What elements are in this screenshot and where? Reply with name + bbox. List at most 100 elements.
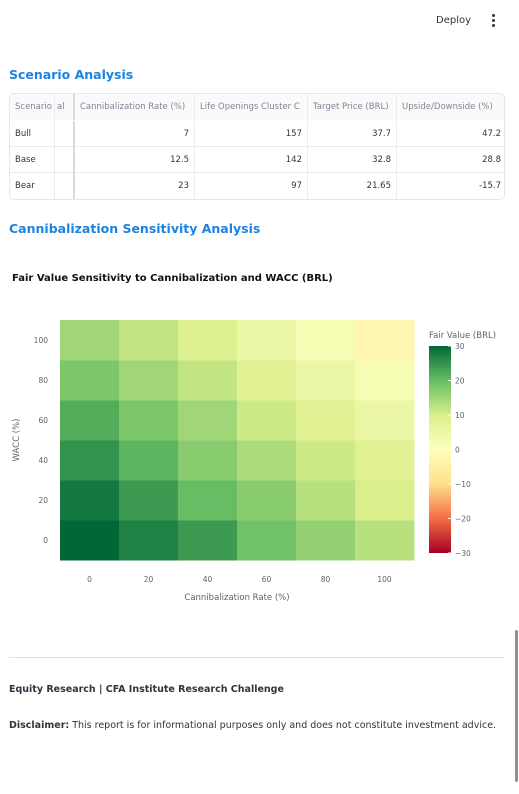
cannibalization-cell: 7: [75, 121, 195, 147]
heatmap-cell[interactable]: [60, 520, 120, 561]
scenario-cell: Bear: [10, 173, 55, 199]
openings-cell: 142: [195, 147, 308, 173]
x-tick-label: 40: [203, 575, 213, 584]
x-tick-label: 80: [321, 575, 331, 584]
heatmap-cell[interactable]: [119, 480, 179, 521]
chart-title: Fair Value Sensitivity to Cannibalizatio…: [12, 273, 333, 284]
top-bar: Deploy: [0, 0, 519, 46]
heatmap-cell[interactable]: [296, 520, 356, 561]
openings-cell: 97: [195, 173, 308, 199]
heatmap-cell[interactable]: [355, 480, 415, 521]
col-header-target-price[interactable]: Target Price (BRL): [308, 94, 397, 120]
more-vertical-icon[interactable]: [489, 14, 497, 28]
y-tick-label: 40: [38, 456, 48, 465]
cannibalization-cell: 12.5: [75, 147, 195, 173]
heatmap-cell[interactable]: [178, 360, 238, 401]
divider: [9, 657, 505, 658]
heatmap-cell[interactable]: [119, 320, 179, 361]
heatmap-cell[interactable]: [60, 360, 120, 401]
heatmap-cell[interactable]: [178, 400, 238, 441]
heatmap-cell[interactable]: [355, 520, 415, 561]
upside-cell: 28.8: [482, 155, 501, 165]
heatmap-cell[interactable]: [119, 360, 179, 401]
x-tick-label: 20: [144, 575, 154, 584]
table-row[interactable]: Bear 23 97 21.65 -15.7: [10, 173, 504, 199]
table-row[interactable]: Bull 7 157 37.7 47.2: [10, 121, 504, 147]
scenario-analysis-heading: Scenario Analysis: [9, 67, 134, 82]
heatmap-cell[interactable]: [119, 520, 179, 561]
x-axis-label: Cannibalization Rate (%): [184, 593, 289, 603]
heatmap-chart[interactable]: 0 20 40 60 80 100020406080100Cannibalization …: [0, 300, 519, 610]
col-header-truncated[interactable]: al: [55, 94, 75, 120]
target-price-cell: 37.7: [308, 121, 397, 147]
colorbar-tick-label: 30: [455, 342, 465, 351]
colorbar-tick-label: −10: [455, 480, 471, 489]
col-header-upside-downside[interactable]: Upside/Downside (%): [397, 94, 504, 120]
heatmap-cell[interactable]: [178, 440, 238, 481]
truncated-cell: [55, 173, 75, 199]
colorbar: [429, 346, 451, 553]
heatmap-cell[interactable]: [60, 480, 120, 521]
disclaimer-label: Disclaimer:: [9, 720, 70, 731]
heatmap-cell[interactable]: [119, 440, 179, 481]
heatmap-cell[interactable]: [296, 400, 356, 441]
colorbar-tick-label: 20: [455, 377, 465, 386]
colorbar-tick-label: 10: [455, 411, 465, 420]
heatmap-cell[interactable]: [296, 440, 356, 481]
heatmap-cell[interactable]: [296, 480, 356, 521]
heatmap-cell[interactable]: [237, 360, 297, 401]
scenario-cell: Bull: [10, 121, 55, 147]
heatmap-cell[interactable]: [178, 320, 238, 361]
heatmap-cell[interactable]: [355, 440, 415, 481]
table-row[interactable]: Base 12.5 142 32.8 28.8: [10, 147, 504, 173]
col-header-cannibalization-rate[interactable]: Cannibalization Rate (%): [75, 94, 195, 120]
deploy-button[interactable]: Deploy: [436, 15, 472, 26]
scrollbar[interactable]: [515, 630, 518, 782]
footer-credit: Equity Research | CFA Institute Research…: [9, 684, 284, 695]
y-axis-label: WACC (%): [12, 419, 22, 462]
col-header-scenario[interactable]: Scenario: [10, 94, 55, 120]
colorbar-tick-label: 0: [455, 446, 460, 455]
upside-cell: 47.2: [482, 129, 501, 139]
openings-cell: 157: [195, 121, 308, 147]
sensitivity-heading: Cannibalization Sensitivity Analysis: [9, 221, 261, 236]
y-tick-label: 80: [38, 376, 48, 385]
target-price-cell: 32.8: [308, 147, 397, 173]
heatmap-cell[interactable]: [355, 400, 415, 441]
truncated-cell: [55, 121, 75, 147]
table-header-row: Scenario al Cannibalization Rate (%) Lif…: [10, 94, 504, 120]
heatmap-cell[interactable]: [119, 400, 179, 441]
heatmap-cell[interactable]: [237, 480, 297, 521]
heatmap-cell[interactable]: [296, 360, 356, 401]
scenario-table[interactable]: Scenario al Cannibalization Rate (%) Lif…: [9, 93, 505, 200]
disclaimer-text: This report is for informational purpose…: [69, 720, 497, 731]
heatmap-cell[interactable]: [355, 360, 415, 401]
upside-cell: -15.7: [479, 181, 501, 191]
y-tick-label: 0: [43, 536, 48, 545]
x-tick-label: 100: [377, 575, 392, 584]
heatmap-cell[interactable]: [237, 520, 297, 561]
heatmap-cell[interactable]: [237, 440, 297, 481]
truncated-cell: [55, 147, 75, 173]
colorbar-title: Fair Value (BRL): [429, 331, 496, 341]
y-tick-label: 60: [38, 416, 48, 425]
heatmap-cell[interactable]: [178, 480, 238, 521]
y-tick-label: 20: [38, 496, 48, 505]
heatmap-cell[interactable]: [237, 400, 297, 441]
cannibalization-cell: 23: [75, 173, 195, 199]
heatmap-cell[interactable]: [60, 400, 120, 441]
heatmap-cell[interactable]: [60, 440, 120, 481]
x-tick-label: 0: [87, 575, 92, 584]
x-tick-label: 60: [262, 575, 272, 584]
y-tick-label: 100: [34, 336, 49, 345]
heatmap-cell[interactable]: [237, 320, 297, 361]
target-price-cell: 21.65: [308, 173, 397, 199]
heatmap-cell[interactable]: [60, 320, 120, 361]
heatmap-cell[interactable]: [178, 520, 238, 561]
heatmap-cell[interactable]: [355, 320, 415, 361]
heatmap-cell[interactable]: [296, 320, 356, 361]
col-header-life-openings[interactable]: Life Openings Cluster C: [195, 94, 308, 120]
colorbar-tick-label: −30: [455, 549, 471, 558]
colorbar-tick-label: −20: [455, 515, 471, 524]
disclaimer: Disclaimer: This report is for informati…: [9, 716, 499, 735]
